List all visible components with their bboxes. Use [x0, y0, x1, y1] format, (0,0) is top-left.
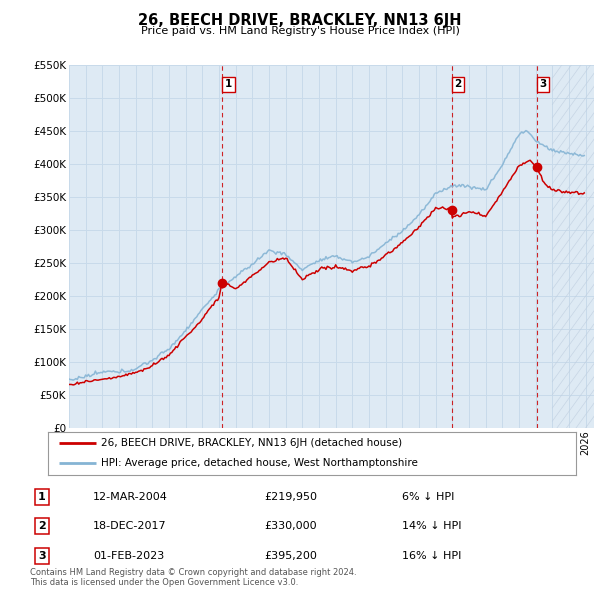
Text: 2: 2 — [38, 522, 46, 531]
Text: 14% ↓ HPI: 14% ↓ HPI — [402, 522, 461, 531]
Text: HPI: Average price, detached house, West Northamptonshire: HPI: Average price, detached house, West… — [101, 458, 418, 468]
Text: 26, BEECH DRIVE, BRACKLEY, NN13 6JH (detached house): 26, BEECH DRIVE, BRACKLEY, NN13 6JH (det… — [101, 438, 402, 448]
Text: £395,200: £395,200 — [264, 551, 317, 560]
Text: 3: 3 — [539, 80, 547, 90]
Text: Contains HM Land Registry data © Crown copyright and database right 2024.
This d: Contains HM Land Registry data © Crown c… — [30, 568, 356, 587]
Text: 12-MAR-2004: 12-MAR-2004 — [93, 492, 168, 502]
Text: 3: 3 — [38, 551, 46, 560]
Text: 1: 1 — [224, 80, 232, 90]
Text: 1: 1 — [38, 492, 46, 502]
Text: Price paid vs. HM Land Registry's House Price Index (HPI): Price paid vs. HM Land Registry's House … — [140, 26, 460, 36]
Text: £219,950: £219,950 — [264, 492, 317, 502]
Text: 26, BEECH DRIVE, BRACKLEY, NN13 6JH: 26, BEECH DRIVE, BRACKLEY, NN13 6JH — [138, 13, 462, 28]
Text: 01-FEB-2023: 01-FEB-2023 — [93, 551, 164, 560]
Bar — [553, 65, 594, 428]
Text: 16% ↓ HPI: 16% ↓ HPI — [402, 551, 461, 560]
Text: 18-DEC-2017: 18-DEC-2017 — [93, 522, 167, 531]
Text: £330,000: £330,000 — [264, 522, 317, 531]
Text: 6% ↓ HPI: 6% ↓ HPI — [402, 492, 454, 502]
Text: 2: 2 — [454, 80, 461, 90]
